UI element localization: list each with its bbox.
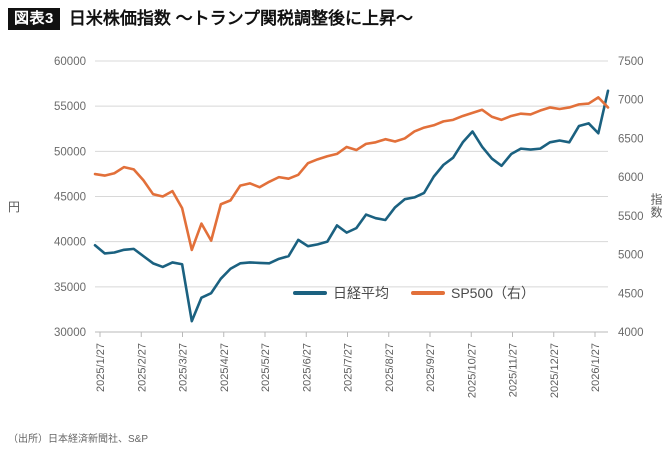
chart-container: 円 指数 30000 35000 40000 45000 50000 55000 60000… xyxy=(0,38,670,418)
title-text: 日米株価指数 ～トランプ関税調整後に上昇～ xyxy=(68,9,414,29)
series-line-sp500 xyxy=(93,96,610,252)
y-axis-tick-left: 45000 xyxy=(54,192,86,204)
y-axis-tick-right: 7000 xyxy=(618,95,644,107)
y-axis-tick-left: 30000 xyxy=(54,327,86,339)
legend-label-sp500: SP500（右） xyxy=(451,285,536,301)
series-line-nikkei xyxy=(93,89,610,323)
page-title: 図表3 日米株価指数 ～トランプ関税調整後に上昇～ xyxy=(8,8,414,31)
y-axis-tick-left: 60000 xyxy=(54,56,86,68)
y-axis-tick-right: 6000 xyxy=(618,172,644,184)
y-axis-left-label: 円 xyxy=(8,200,21,214)
y-axis-tick-left: 35000 xyxy=(54,282,86,294)
x-axis-tick-label: 2025/12/27 xyxy=(549,343,561,398)
line-chart-plot: 30000 35000 40000 45000 50000 55000 60000 4000 4… xyxy=(54,56,644,398)
y-axis-tick-right: 4500 xyxy=(618,288,644,300)
y-axis-tick-right: 5500 xyxy=(618,211,644,223)
legend-item-nikkei[interactable]: 日経平均 xyxy=(293,283,389,303)
y-axis-right-label: 指数 xyxy=(649,193,663,219)
y-axis-tick-right: 6500 xyxy=(618,133,644,145)
x-axis-tick-label: 2025/7/27 xyxy=(343,343,355,392)
x-axis-tick-label: 2026/1/27 xyxy=(590,343,602,392)
y-axis-tick-right: 4000 xyxy=(618,327,644,339)
x-axis-tick-label: 2025/8/27 xyxy=(384,343,396,392)
legend-swatch-nikkei xyxy=(293,291,327,295)
y-axis-tick-right: 5000 xyxy=(618,250,644,262)
x-axis-tick-label: 2025/2/27 xyxy=(136,343,148,392)
x-axis-tick-label: 2025/3/27 xyxy=(178,343,190,392)
x-axis-tick-label: 2025/1/27 xyxy=(95,343,107,392)
y-axis-tick-left: 55000 xyxy=(54,101,86,113)
figure-badge: 図表3 xyxy=(8,8,60,31)
y-axis-tick-right: 7500 xyxy=(618,56,644,68)
y-axis-tick-left: 50000 xyxy=(54,146,86,158)
x-axis-tick-label: 2025/6/27 xyxy=(301,343,313,392)
x-axis-tick-label: 2025/9/27 xyxy=(425,343,437,392)
x-axis-tick-label: 2025/10/27 xyxy=(466,343,478,398)
legend-item-sp500[interactable]: SP500（右） xyxy=(411,283,535,303)
x-axis-tick-label: 2025/5/27 xyxy=(260,343,272,392)
y-axis-tick-left: 40000 xyxy=(54,237,86,249)
legend-label-nikkei: 日経平均 xyxy=(333,285,389,301)
x-axis-tick-label: 2025/4/27 xyxy=(219,343,231,392)
x-axis-tick-label: 2025/11/27 xyxy=(508,343,520,397)
source-note: （出所）日本経済新聞社、S&P xyxy=(8,434,149,445)
legend-swatch-sp500 xyxy=(411,291,445,295)
chart-legend: 日経平均 SP500（右） xyxy=(293,283,535,303)
